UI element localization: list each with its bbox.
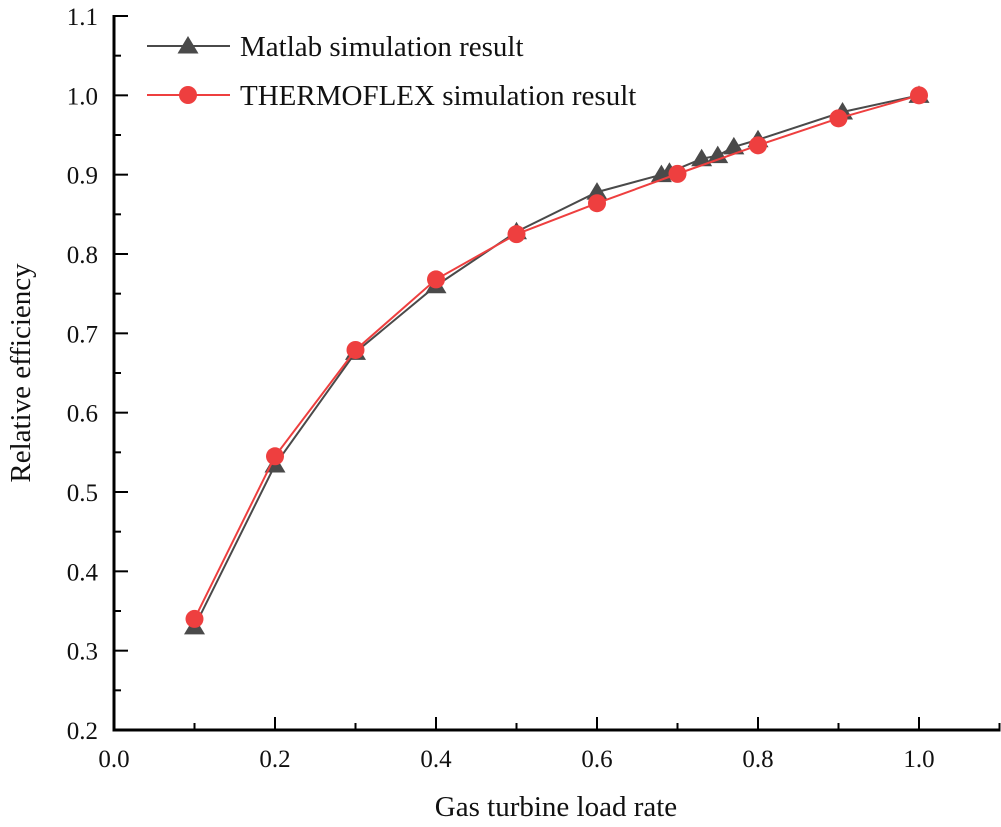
y-tick-label: 0.8 (67, 242, 98, 269)
y-tick-label: 0.2 (67, 718, 98, 745)
x-tick-label: 1.0 (903, 746, 934, 773)
y-tick-label: 0.5 (67, 480, 98, 507)
legend-label-thermoflex: THERMOFLEX simulation result (240, 80, 636, 112)
series-line (193, 94, 920, 620)
legend-item-matlab[interactable]: Matlab simulation result (147, 31, 524, 63)
data-point-circle (588, 194, 606, 213)
data-point-triangle (723, 136, 745, 155)
legend-triangle-marker (177, 36, 199, 54)
data-point-triangle (691, 148, 713, 167)
data-point-triangle (586, 182, 608, 200)
data-point-circle (427, 270, 445, 289)
y-axis-ticks: 0.2 0.3 0.4 0.5 0.6 0.7 0.8 0.9 1.0 1.1 (67, 4, 128, 745)
x-tick-label: 0.0 (98, 746, 129, 773)
data-point-circle (346, 340, 365, 359)
data-point-circle (749, 136, 767, 155)
legend-circle-marker (179, 86, 197, 104)
x-tick-label: 0.6 (581, 746, 612, 773)
x-tick-label: 0.8 (742, 746, 773, 773)
x-axis-title: Gas turbine load rate (435, 791, 677, 823)
y-tick-label: 0.7 (67, 321, 98, 348)
y-tick-label: 0.6 (67, 401, 98, 428)
y-tick-label: 0.3 (67, 639, 98, 666)
series-layer (184, 85, 930, 635)
series-thermoflex (185, 86, 928, 628)
data-point-circle (829, 109, 848, 128)
y-tick-label: 0.4 (67, 559, 99, 586)
data-point-circle (668, 164, 687, 183)
data-point-circle (910, 86, 928, 105)
legend-label-matlab: Matlab simulation result (240, 31, 524, 63)
data-point-circle (266, 447, 284, 466)
y-axis-title: Relative efficiency (5, 263, 37, 483)
legend-item-thermoflex[interactable]: THERMOFLEX simulation result (147, 80, 636, 112)
x-axis-ticks: 0.0 0.2 0.4 0.6 0.8 1.0 (98, 717, 1001, 773)
series-line (193, 94, 920, 628)
x-tick-label: 0.4 (420, 746, 452, 773)
y-tick-label: 1.0 (67, 83, 98, 110)
y-tick-label: 0.9 (67, 163, 98, 190)
y-tick-label: 1.1 (67, 4, 98, 31)
data-point-circle (185, 609, 204, 628)
series-matlab (184, 85, 930, 635)
legend: Matlab simulation result THERMOFLEX simu… (147, 31, 636, 112)
data-point-circle (507, 225, 526, 244)
axes (112, 15, 1001, 732)
x-tick-label: 0.2 (259, 746, 290, 773)
